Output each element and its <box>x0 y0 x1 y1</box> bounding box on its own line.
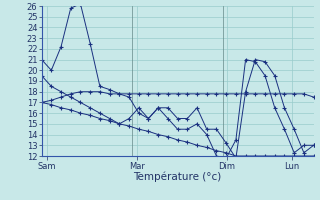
X-axis label: Température (°c): Température (°c) <box>133 172 222 182</box>
